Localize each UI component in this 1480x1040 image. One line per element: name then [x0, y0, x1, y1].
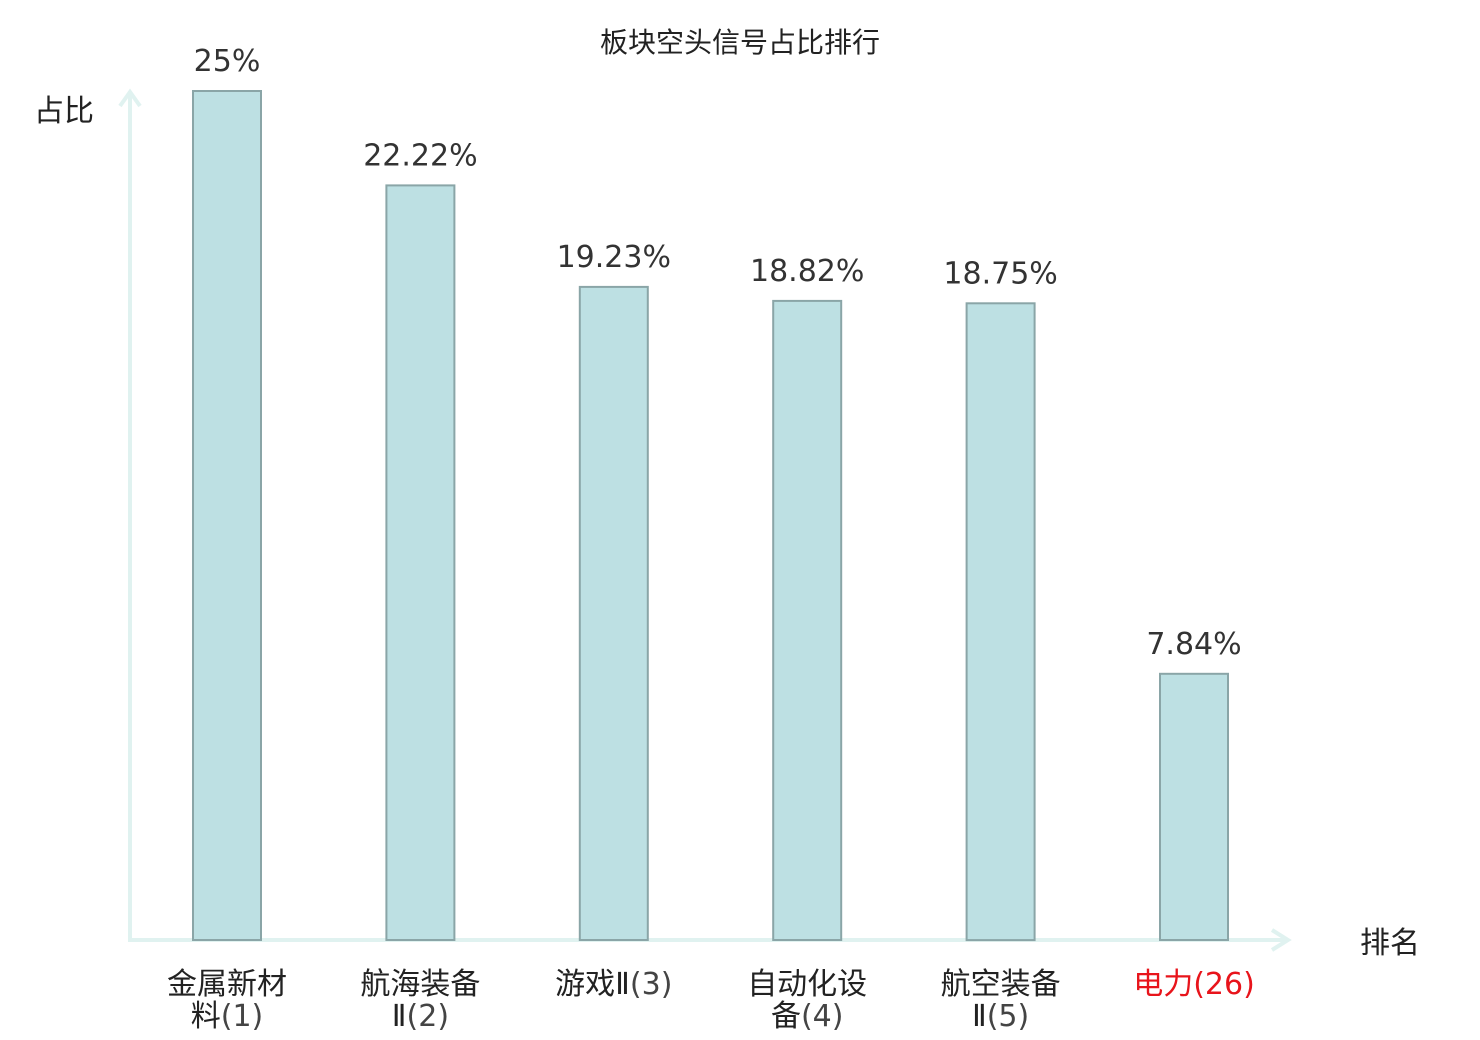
category-label-line: 料(1) — [191, 999, 264, 1034]
category-rank: (4) — [801, 999, 844, 1034]
category-label-1: 金属新材料(1) — [167, 967, 287, 1034]
bar-6 — [1159, 672, 1229, 941]
x-axis-arrow — [1270, 928, 1292, 952]
value-label-1: 25% — [194, 44, 261, 79]
bar-1 — [192, 90, 262, 941]
value-label-2: 22.22% — [363, 138, 477, 173]
y-axis-arrow — [118, 88, 142, 108]
category-label-6: 电力(26) — [1133, 967, 1255, 1002]
value-label-6: 7.84% — [1146, 627, 1241, 662]
category-label-line: 游戏Ⅱ(3) — [555, 967, 672, 1002]
x-axis-label: 排名 — [1360, 926, 1420, 961]
category-label-line: 电力(26) — [1133, 967, 1255, 1002]
chart-title: 板块空头信号占比排行 — [600, 26, 880, 59]
category-label-3: 游戏Ⅱ(3) — [555, 967, 672, 1002]
value-label-5: 18.75% — [943, 256, 1057, 291]
bar-4 — [772, 299, 843, 941]
category-label-2: 航海装备 Ⅱ(2) — [360, 967, 480, 1034]
value-label-4: 18.82% — [750, 254, 864, 289]
category-label-4: 自动化设备(4) — [747, 967, 867, 1034]
category-label-line: Ⅱ(5) — [972, 999, 1029, 1034]
category-label-line: 备(4) — [771, 999, 844, 1034]
y-axis-label: 占比 — [34, 94, 94, 129]
category-rank: (5) — [987, 999, 1030, 1034]
axes — [118, 88, 1292, 952]
category-label-line: Ⅱ(2) — [392, 999, 449, 1034]
category-rank: (2) — [407, 999, 450, 1034]
bar-5 — [965, 302, 1036, 942]
category-labels: 金属新材料(1) 航海装备 Ⅱ(2) 游戏Ⅱ(3) 自动化设备(4) 航空装备 Ⅱ(5) 电力… — [167, 967, 1255, 1034]
category-rank: (1) — [221, 999, 264, 1034]
category-label-line: 航海装备 — [360, 967, 480, 1002]
bar-2 — [385, 184, 456, 941]
category-rank: (26) — [1193, 967, 1255, 1002]
category-rank: (3) — [630, 967, 673, 1002]
bar-3 — [578, 285, 649, 941]
category-label-line: 金属新材 — [167, 967, 287, 1002]
category-label-line: 自动化设 — [747, 967, 867, 1002]
category-label-line: 航空装备 — [941, 967, 1061, 1002]
value-label-3: 19.23% — [557, 240, 671, 275]
value-labels: 25% 22.22% 19.23% 18.82% 18.75% 7.84% — [194, 44, 1242, 662]
bars — [192, 90, 1229, 942]
category-label-5: 航空装备 Ⅱ(5) — [941, 967, 1061, 1034]
